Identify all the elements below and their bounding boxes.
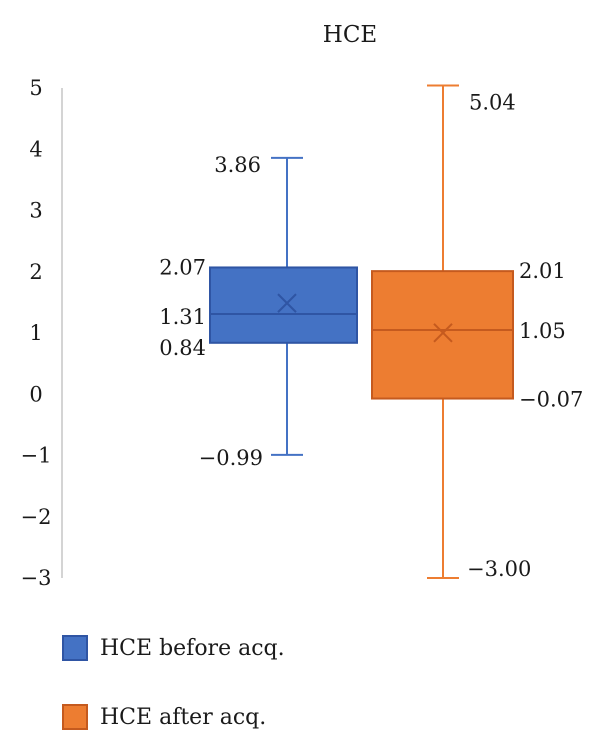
data-label-min: −0.99: [199, 446, 263, 470]
box-after: 5.04 2.01 1.05 −0.07 −3.00: [371, 84, 583, 581]
y-tick-label: 0: [29, 382, 42, 406]
box-plot-chart: HCE 5 4 3 2 1 0 −1 −2 −3 3.86 2.07 1.31 0.84 −0.99 5.…: [21, 22, 584, 590]
data-label-q3: 2.01: [519, 259, 566, 283]
y-tick-labels: 5 4 3 2 1 0 −1 −2 −3: [21, 76, 52, 590]
mean-marker: [433, 323, 453, 343]
mean-marker: [277, 293, 297, 313]
data-label-q3: 2.07: [159, 255, 206, 279]
data-label-q1: 0.84: [159, 336, 206, 360]
chart-title: HCE: [323, 22, 377, 48]
legend-label-before: HCE before acq.: [100, 635, 285, 661]
box-before: 3.86 2.07 1.31 0.84 −0.99: [159, 153, 358, 470]
y-tick-label: 5: [29, 76, 42, 100]
legend-item-before: HCE before acq.: [62, 633, 285, 663]
y-tick-label: 3: [29, 199, 42, 223]
legend-item-after: HCE after acq.: [62, 702, 266, 732]
data-label-median: 1.05: [519, 319, 566, 343]
data-label-min: −3.00: [467, 557, 531, 581]
data-label-q1: −0.07: [519, 388, 583, 412]
legend-swatch-before: [62, 635, 88, 661]
iqr-box: [209, 266, 358, 344]
y-tick-label: 1: [29, 321, 42, 345]
data-label-max: 5.04: [469, 91, 516, 115]
legend-label-after: HCE after acq.: [100, 704, 267, 730]
y-tick-label: 4: [29, 137, 42, 161]
iqr-box: [371, 270, 514, 400]
y-tick-label: −3: [21, 566, 52, 590]
box-plot-series: 3.86 2.07 1.31 0.84 −0.99 5.04 2.01 1.05 −0.07 −3…: [159, 84, 583, 581]
data-label-median: 1.31: [159, 305, 206, 329]
data-label-max: 3.86: [214, 153, 261, 177]
y-tick-label: −2: [21, 505, 52, 529]
legend-swatch-after: [62, 704, 88, 730]
y-tick-label: 2: [29, 260, 42, 284]
y-tick-label: −1: [21, 444, 52, 468]
